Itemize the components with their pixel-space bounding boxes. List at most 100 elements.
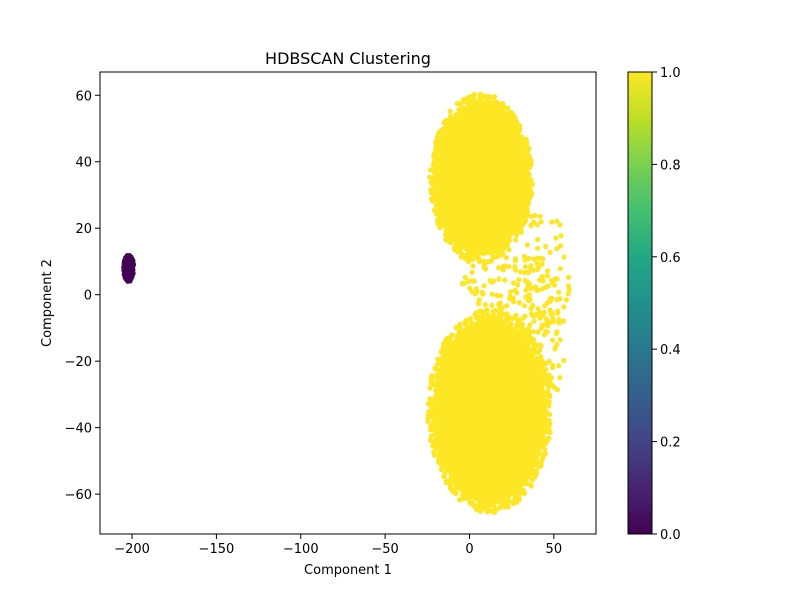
cluster-1-lower-point (477, 508, 484, 514)
cluster-1-edge-point (525, 283, 531, 289)
cluster-1-upper-point (524, 202, 531, 208)
cluster-1-lower-point (426, 409, 432, 415)
cluster-1-lower-point (537, 369, 543, 375)
cluster-1-edge-point (554, 218, 560, 224)
cluster-1-upper-point (520, 156, 526, 162)
cluster-1-bridge-point (469, 278, 475, 284)
cluster-1-lower-point (432, 407, 439, 414)
cluster-1-lower-point (472, 322, 478, 328)
cluster-1-upper-point (502, 242, 508, 248)
cluster-1-upper-point (513, 122, 519, 128)
cluster-1-lower-point (448, 351, 454, 357)
cluster-1-lower-point (538, 463, 544, 469)
cluster-1-edge-point (549, 219, 555, 225)
cluster-1-upper-point (471, 246, 478, 252)
cluster-1-edge-point (534, 222, 540, 228)
cluster-1-bridge-point (472, 291, 478, 297)
cluster-1-lower-point (453, 324, 459, 331)
cluster-1-bridge-point (521, 303, 528, 309)
cluster-0-point (125, 264, 132, 270)
cluster-1-upper-point (447, 108, 453, 114)
cluster-1-lower-point (515, 330, 521, 336)
cluster-1-upper-point (506, 247, 512, 253)
cluster-1-lower-point (487, 499, 493, 505)
cluster-1-lower-point (547, 411, 553, 417)
cluster-1-edge-point (535, 237, 541, 243)
chart-title: HDBSCAN Clustering (265, 49, 431, 68)
cluster-1-lower-point (462, 494, 468, 500)
cluster-1-lower-point (442, 471, 448, 477)
cluster-1-bridge-point (516, 300, 523, 306)
cluster-1-upper-point (513, 229, 519, 235)
cluster-1-upper-point (526, 154, 532, 160)
cluster-1-lower-point (523, 334, 530, 340)
cluster-1-bridge-point (539, 261, 545, 267)
cluster-1-upper-point (437, 199, 443, 205)
cluster-0-point (127, 275, 133, 281)
cluster-1-upper-point (486, 247, 492, 254)
cluster-1-upper-point (433, 182, 439, 189)
cluster-1-lower-point (521, 473, 527, 479)
cluster-1-upper-point (505, 105, 511, 111)
cluster-1-lower-point (542, 411, 548, 417)
cluster-1-bridge-point (477, 326, 483, 332)
plot-area (121, 91, 572, 515)
cluster-1-lower-point (502, 499, 508, 505)
cluster-1-upper-point (523, 169, 529, 175)
cluster-1-upper-point (441, 221, 447, 228)
cluster-1-bridge-point (503, 255, 510, 261)
cluster-1-lower-point (530, 477, 536, 483)
cluster-1-upper-point (433, 160, 439, 166)
cluster-1-lower-point (469, 489, 476, 495)
cluster-1-edge-point (524, 242, 530, 248)
cluster-1-lower-point (427, 385, 433, 391)
cluster-1-edge-point (561, 254, 567, 260)
cluster-1-edge-point (552, 346, 558, 352)
cluster-1-bridge-point (508, 330, 514, 336)
cluster-1-lower-point (516, 479, 522, 485)
colorbar-tick-label: 0.2 (660, 436, 681, 451)
cluster-1-edge-point (526, 292, 532, 298)
cluster-1-upper-point (444, 220, 451, 227)
cluster-1-lower-point (471, 503, 477, 509)
cluster-1-lower-point (508, 321, 514, 327)
cluster-1-upper-point (458, 250, 464, 256)
cluster-1-upper-point (474, 99, 480, 105)
cluster-1-bridge-point (488, 329, 494, 335)
cluster-1-lower-point (428, 438, 435, 444)
cluster-1-upper-point (460, 107, 466, 113)
cluster-1-lower-point (458, 486, 464, 493)
cluster-1-lower-point (530, 459, 536, 465)
cluster-1-lower-point (434, 372, 440, 378)
cluster-1-lower-point (454, 485, 460, 491)
y-axis-label: Component 2 (40, 259, 55, 347)
cluster-1-bridge-point (484, 311, 490, 317)
cluster-1-edge-point (554, 276, 560, 282)
cluster-1-bridge-point (498, 327, 505, 333)
cluster-1-edge-point (549, 382, 555, 388)
cluster-1-edge-point (546, 358, 552, 364)
cluster-1-lower-point (436, 378, 443, 384)
cluster-1-edge-point (528, 223, 534, 229)
cluster-1-edge-point (540, 362, 546, 368)
cluster-1-lower-point (449, 332, 455, 339)
cluster-1-upper-point (491, 103, 498, 109)
colorbar (627, 71, 653, 535)
cluster-1-lower-point (456, 338, 462, 344)
cluster-1-edge-point (558, 233, 564, 239)
cluster-1-upper-point (451, 246, 457, 252)
cluster-1-edge-point (558, 243, 564, 249)
plot-frame (99, 71, 597, 535)
cluster-1-lower-point (436, 424, 442, 430)
cluster-1-edge-point (566, 283, 572, 289)
x-tick-label: −200 (114, 542, 150, 557)
cluster-1-edge-point (565, 291, 571, 297)
cluster-1-edge-point (543, 243, 549, 250)
cluster-1-upper-point (431, 207, 437, 213)
cluster-0-point (126, 253, 132, 259)
x-tick-label: 0 (465, 542, 473, 557)
cluster-1-upper-point (524, 141, 530, 147)
cluster-1-lower-point (530, 347, 536, 353)
cluster-1-edge-point (538, 219, 544, 225)
cluster-1-lower-point (432, 452, 438, 458)
